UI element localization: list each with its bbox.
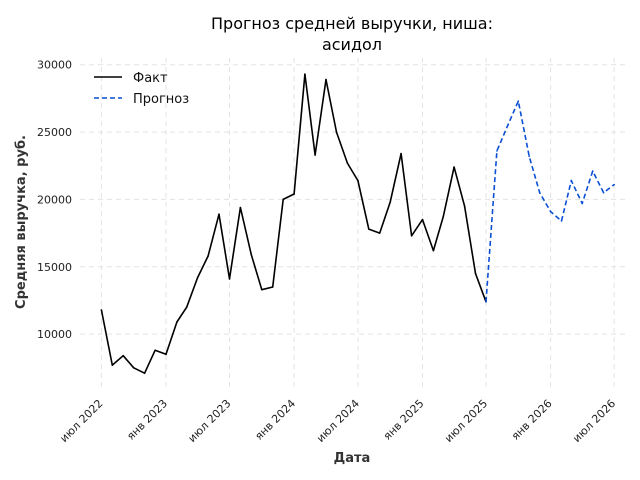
data-point-fact xyxy=(143,372,146,374)
data-point-fact xyxy=(228,278,231,280)
x-tick-label: янв 2023 xyxy=(124,397,170,443)
data-point-fact xyxy=(346,162,349,164)
legend-label-fact: Факт xyxy=(133,71,168,86)
data-point-fact xyxy=(410,234,413,237)
data-point-fact xyxy=(463,205,466,207)
x-tick-label: янв 2025 xyxy=(381,397,427,443)
legend-label-forecast: Прогноз xyxy=(133,92,189,107)
data-point-forecast xyxy=(570,179,573,182)
data-point-forecast xyxy=(549,210,552,213)
x-tick-label: июл 2026 xyxy=(570,397,618,445)
x-tick-label: янв 2024 xyxy=(252,397,298,443)
data-point-fact xyxy=(154,349,156,352)
data-point-fact xyxy=(442,216,445,218)
y-tick-label: 20000 xyxy=(37,193,72,206)
data-point-fact xyxy=(176,321,178,323)
data-point-fact xyxy=(293,193,295,195)
data-point-fact xyxy=(304,73,306,75)
data-point-fact xyxy=(389,201,392,203)
x-tick-label: июл 2023 xyxy=(186,397,234,445)
x-tick-label: июл 2024 xyxy=(314,397,362,445)
data-point-fact xyxy=(239,206,242,209)
data-point-fact xyxy=(432,249,435,252)
series-line-forecast xyxy=(485,100,615,302)
data-point-fact xyxy=(185,306,188,308)
data-point-fact xyxy=(111,364,114,366)
x-axis-ticks: июл 2022 янв 2023 июл 2023 янв 2024 июл 2024… xyxy=(57,397,618,445)
data-point-fact xyxy=(207,255,209,257)
data-point-forecast xyxy=(560,220,563,222)
data-point-forecast xyxy=(528,155,530,158)
data-point-fact xyxy=(368,228,370,230)
y-tick-label: 10000 xyxy=(37,328,72,341)
legend: Факт Прогноз xyxy=(94,71,189,107)
y-axis-title: Средняя выручка, руб. xyxy=(14,135,29,309)
data-point-fact xyxy=(271,286,274,288)
x-axis-title: Дата xyxy=(334,451,371,466)
data-point-forecast xyxy=(591,170,594,172)
data-point-fact xyxy=(357,179,359,182)
y-axis-ticks: 10000 15000 20000 25000 30000 xyxy=(37,59,72,341)
data-point-forecast xyxy=(538,191,541,194)
data-point-fact xyxy=(100,309,103,311)
data-point-forecast xyxy=(613,183,615,186)
data-point-fact xyxy=(378,232,381,234)
data-point-fact xyxy=(122,354,124,357)
grid-layer xyxy=(80,58,625,388)
data-point-fact xyxy=(282,198,284,201)
chart-title-line-1: Прогноз средней выручки, ниша: xyxy=(211,14,493,33)
data-point-fact xyxy=(132,366,135,369)
data-point-fact xyxy=(325,78,327,81)
data-point-fact xyxy=(218,213,220,216)
data-point-fact xyxy=(474,272,477,275)
data-point-fact xyxy=(250,253,253,256)
data-point-fact xyxy=(453,166,455,168)
x-tick-label: июл 2022 xyxy=(57,397,105,445)
y-tick-label: 30000 xyxy=(37,59,72,72)
data-point-fact xyxy=(260,288,263,291)
data-point-fact xyxy=(400,152,402,155)
y-tick-label: 25000 xyxy=(37,126,72,139)
data-point-fact xyxy=(196,276,199,279)
y-tick-label: 15000 xyxy=(37,261,72,274)
series-layer xyxy=(100,73,615,374)
data-point-forecast xyxy=(485,300,487,303)
chart-title-line-2: асидол xyxy=(322,35,382,54)
data-point-forecast xyxy=(602,191,605,194)
data-point-fact xyxy=(314,154,316,156)
data-point-forecast xyxy=(517,100,520,102)
data-point-forecast xyxy=(506,124,509,127)
data-point-forecast xyxy=(581,202,583,205)
data-point-fact xyxy=(335,131,338,133)
x-tick-label: янв 2026 xyxy=(509,397,555,443)
data-point-forecast xyxy=(496,150,498,152)
data-point-fact xyxy=(421,218,424,221)
data-point-fact xyxy=(165,353,167,356)
x-tick-label: июл 2025 xyxy=(442,397,490,445)
